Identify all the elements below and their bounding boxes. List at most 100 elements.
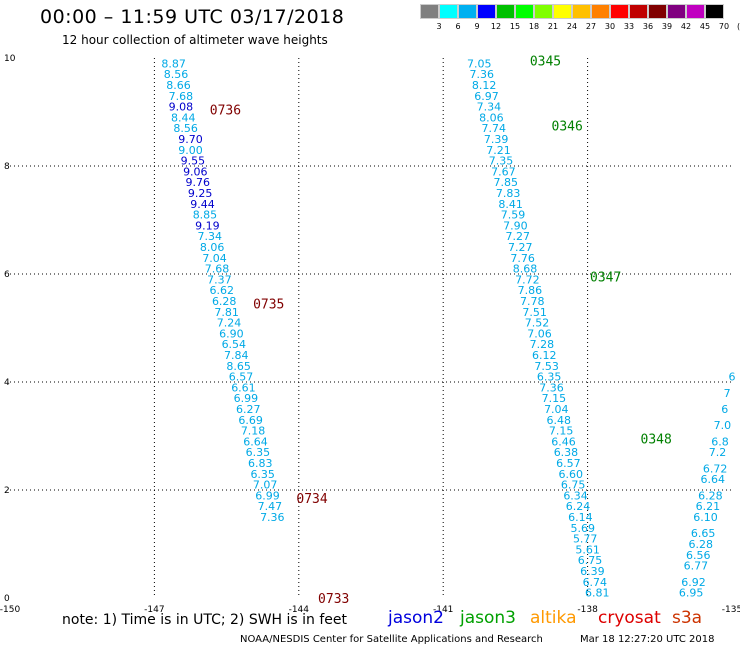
wave-height-value: 6.72 [703, 462, 728, 475]
wave-height-value: 7.83 [496, 187, 521, 200]
color-scale-swatch [629, 4, 648, 19]
wave-height-value: 6.81 [585, 587, 610, 600]
wave-height-value: 8.12 [472, 79, 497, 92]
wave-height-value: 7.51 [522, 306, 547, 319]
wave-height-value: 7.76 [510, 252, 535, 265]
legend-item-altika: altika [530, 608, 577, 628]
wave-height-value: 7.67 [491, 165, 516, 178]
legend-item-s3a: s3a [672, 608, 703, 628]
wave-height-value: 6.48 [546, 414, 571, 427]
wave-height-value: 7.2 [709, 446, 727, 459]
wave-height-value: 7.36 [539, 381, 564, 394]
wave-height-value: 6.61 [231, 381, 256, 394]
color-scale-label: 30 [604, 22, 616, 31]
wave-height-value: 7.86 [518, 284, 543, 297]
wave-height-value: 7.74 [481, 122, 506, 135]
wave-height-value: 6.83 [248, 457, 273, 470]
wave-height-value: 6.75 [578, 554, 603, 567]
wave-height-value: 9.00 [178, 144, 203, 157]
color-scale-swatch [496, 4, 515, 19]
wave-height-value: 9.44 [190, 198, 215, 211]
wave-height-value: 6.90 [219, 327, 244, 340]
wave-height-value: 6.64 [700, 473, 725, 486]
color-scale-label: 21 [547, 22, 559, 31]
color-scale-label: 15 [509, 22, 521, 31]
wave-height-value: 6 [729, 371, 736, 384]
wave-height-value: 8.56 [173, 122, 198, 135]
wave-height-value: 7.28 [530, 338, 555, 351]
wave-height-value: 9.19 [195, 219, 220, 232]
wave-height-value: 6.65 [691, 527, 716, 540]
wave-height-value: 6.56 [686, 549, 711, 562]
wave-height-value: 8.41 [498, 198, 523, 211]
wave-height-value: 6.10 [693, 511, 718, 524]
pass-time-label: 0348 [641, 433, 672, 448]
pass-time-label: 0735 [253, 298, 284, 313]
wave-height-value: 7.07 [253, 479, 278, 492]
color-scale-swatch [667, 4, 686, 19]
legend-item-jason2: jason2 [388, 608, 444, 628]
wave-height-value: 6.57 [229, 371, 254, 384]
wave-height-value: 7.84 [224, 349, 249, 362]
color-scale-label: (ft) [736, 22, 740, 31]
y-tick-label: 8 [4, 162, 10, 172]
color-scale-label: 39 [661, 22, 673, 31]
pass-time-label: 0347 [590, 271, 621, 286]
wave-height-value: 6.92 [681, 576, 706, 589]
wave-height-value: 6.57 [556, 457, 581, 470]
color-scale-swatch [591, 4, 610, 19]
x-tick-label: -141 [433, 605, 453, 615]
wave-height-value: 8.66 [166, 79, 191, 92]
pass-time-label: 0733 [318, 592, 349, 607]
footer-timestamp: Mar 18 12:27:20 UTC 2018 [580, 634, 715, 645]
wave-height-value: 7.68 [169, 90, 194, 103]
wave-height-value: 7.05 [467, 57, 492, 70]
wave-height-value: 6.46 [551, 435, 576, 448]
wave-height-value: 8.85 [193, 209, 218, 222]
x-tick-label: -147 [144, 605, 164, 615]
wave-height-value: 8.87 [161, 57, 186, 70]
units-note: note: 1) Time is in UTC; 2) SWH is in fe… [62, 612, 348, 628]
y-tick-label: 0 [4, 594, 10, 604]
color-scale-label: 9 [474, 22, 480, 31]
wave-height-value: 6.60 [559, 468, 584, 481]
wave-height-value: 7.27 [508, 241, 533, 254]
wave-height-value: 6.62 [210, 284, 235, 297]
wave-height-value: 7.15 [549, 425, 574, 438]
wave-height-value: 6.64 [243, 435, 268, 448]
wave-height-value: 7.21 [486, 144, 511, 157]
color-scale-swatch [458, 4, 477, 19]
wave-height-value: 8.44 [171, 111, 196, 124]
wave-height-value: 6.95 [679, 587, 704, 600]
wave-height-value: 6 [721, 403, 728, 416]
wave-height-value: 7.39 [484, 133, 509, 146]
wave-height-value: 7.78 [520, 295, 545, 308]
wave-height-value: 7.15 [542, 392, 567, 405]
wave-height-value: 6.97 [474, 90, 499, 103]
wave-height-value: 6.99 [255, 489, 280, 502]
color-scale-swatch [610, 4, 629, 19]
pass-time-label: 0734 [296, 492, 327, 507]
wave-height-value: 6.27 [236, 403, 261, 416]
color-scale-label: 24 [566, 22, 578, 31]
wave-height-value: 7.36 [260, 511, 285, 524]
color-scale-swatch [686, 4, 705, 19]
wave-height-value: 7.27 [506, 230, 531, 243]
wave-height-value: 6.99 [234, 392, 259, 405]
color-scale-swatch [705, 4, 724, 19]
color-scale-label: 3 [436, 22, 442, 31]
color-scale-swatch [439, 4, 458, 19]
wave-height-value: 7.36 [469, 68, 494, 81]
x-tick-label: -135 [722, 605, 740, 615]
wave-height-value: 8.56 [164, 68, 189, 81]
wave-height-value: 6.8 [711, 435, 729, 448]
page-subtitle: 12 hour collection of altimeter wave hei… [62, 33, 328, 47]
color-scale-swatch [477, 4, 496, 19]
wave-height-value: 7.53 [534, 360, 559, 373]
wave-height-value: 6.21 [696, 500, 721, 513]
wave-height-value: 6.69 [238, 414, 263, 427]
wave-height-value: 7.85 [494, 176, 519, 189]
wave-height-value: 6.54 [222, 338, 247, 351]
wave-height-value: 6.35 [246, 446, 271, 459]
